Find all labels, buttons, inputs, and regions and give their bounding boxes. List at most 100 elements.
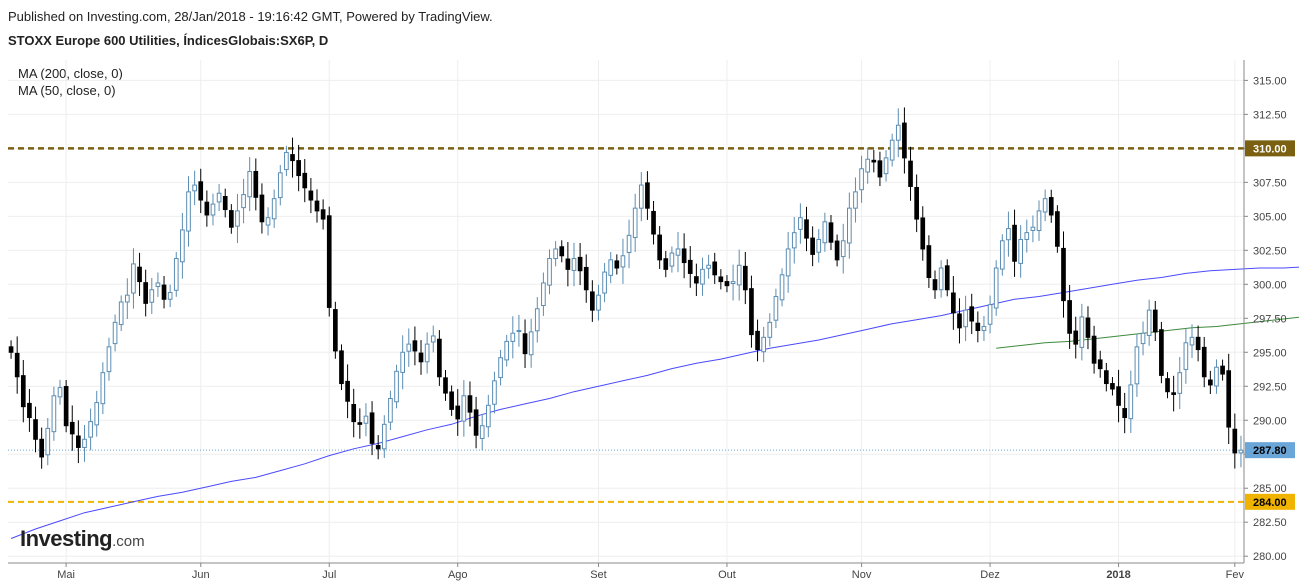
candle[interactable]: [1055, 205, 1060, 253]
candle[interactable]: [638, 172, 644, 222]
candle[interactable]: [1110, 377, 1115, 396]
candle[interactable]: [749, 275, 754, 348]
candle[interactable]: [534, 297, 540, 343]
candle[interactable]: [155, 272, 161, 297]
candle[interactable]: [877, 151, 883, 187]
candle[interactable]: [406, 328, 412, 367]
candle[interactable]: [902, 107, 907, 174]
candle[interactable]: [69, 405, 75, 451]
candle[interactable]: [785, 231, 791, 293]
candle[interactable]: [363, 403, 369, 437]
legend-ma200[interactable]: MA (200, close, 0): [18, 66, 123, 81]
candle[interactable]: [1061, 231, 1066, 318]
candle[interactable]: [590, 280, 595, 322]
candle[interactable]: [443, 370, 448, 401]
candle[interactable]: [914, 174, 919, 233]
candle[interactable]: [381, 415, 387, 458]
candle[interactable]: [467, 381, 473, 427]
candle[interactable]: [192, 170, 197, 206]
candle[interactable]: [326, 206, 332, 317]
candle[interactable]: [137, 252, 142, 296]
candle[interactable]: [1103, 362, 1109, 392]
candle[interactable]: [700, 257, 705, 296]
candle[interactable]: [577, 243, 583, 286]
candle[interactable]: [583, 254, 589, 303]
candle[interactable]: [687, 246, 693, 288]
candle[interactable]: [767, 313, 773, 347]
candle[interactable]: [675, 231, 681, 273]
candle[interactable]: [926, 235, 932, 288]
candle[interactable]: [742, 252, 748, 305]
candle[interactable]: [1085, 306, 1091, 350]
candle[interactable]: [1238, 435, 1244, 468]
candle[interactable]: [828, 215, 834, 250]
candle[interactable]: [712, 252, 718, 284]
candle[interactable]: [229, 204, 234, 234]
candle[interactable]: [302, 159, 308, 203]
candle[interactable]: [1048, 189, 1054, 223]
candle[interactable]: [847, 192, 852, 259]
candle[interactable]: [198, 168, 204, 214]
candle[interactable]: [1012, 209, 1017, 277]
candle[interactable]: [149, 278, 155, 315]
candle[interactable]: [853, 177, 858, 223]
candle[interactable]: [124, 278, 130, 319]
candle[interactable]: [253, 158, 259, 211]
candle[interactable]: [216, 184, 222, 212]
candle[interactable]: [553, 241, 558, 267]
candle[interactable]: [418, 340, 424, 375]
investing-logo[interactable]: Investing.com: [20, 526, 145, 551]
candle[interactable]: [290, 137, 295, 178]
candle[interactable]: [730, 264, 736, 301]
candle[interactable]: [1042, 189, 1048, 222]
candle[interactable]: [241, 178, 246, 224]
candle[interactable]: [143, 269, 149, 317]
candle[interactable]: [271, 189, 277, 228]
candle[interactable]: [339, 344, 344, 391]
candle[interactable]: [694, 263, 699, 297]
candle[interactable]: [883, 150, 889, 182]
candle[interactable]: [33, 406, 38, 453]
candle[interactable]: [1177, 357, 1183, 410]
candle[interactable]: [1091, 325, 1097, 374]
candle[interactable]: [1073, 316, 1079, 359]
candle[interactable]: [204, 190, 210, 227]
candle[interactable]: [798, 203, 803, 244]
candle[interactable]: [528, 318, 534, 368]
candle[interactable]: [1220, 359, 1225, 381]
candle[interactable]: [424, 332, 430, 374]
candle[interactable]: [51, 386, 57, 441]
candle[interactable]: [1079, 303, 1085, 361]
candle[interactable]: [865, 147, 871, 184]
candle[interactable]: [210, 193, 216, 226]
candle[interactable]: [987, 295, 993, 334]
candle[interactable]: [1183, 328, 1189, 384]
candle[interactable]: [1122, 392, 1128, 434]
candle[interactable]: [1171, 375, 1176, 412]
candle[interactable]: [620, 238, 626, 284]
candle[interactable]: [345, 364, 350, 419]
candle[interactable]: [479, 413, 485, 451]
candle[interactable]: [455, 389, 461, 436]
candle[interactable]: [351, 388, 357, 438]
candle[interactable]: [908, 146, 913, 201]
candle[interactable]: [1097, 350, 1103, 378]
candle[interactable]: [39, 427, 44, 469]
candle[interactable]: [1128, 370, 1134, 433]
candle[interactable]: [412, 326, 418, 366]
ma50-line[interactable]: [10, 233, 1299, 539]
candle[interactable]: [516, 314, 522, 347]
candle[interactable]: [1018, 225, 1023, 278]
candle[interactable]: [651, 201, 656, 245]
candle[interactable]: [76, 420, 81, 464]
candle[interactable]: [706, 254, 711, 279]
candle[interactable]: [88, 408, 93, 451]
candle[interactable]: [180, 212, 185, 279]
candle[interactable]: [1195, 325, 1201, 362]
candle[interactable]: [510, 316, 516, 359]
candle[interactable]: [602, 262, 607, 303]
candle[interactable]: [565, 242, 571, 287]
candle[interactable]: [944, 259, 950, 297]
candle[interactable]: [492, 371, 497, 414]
